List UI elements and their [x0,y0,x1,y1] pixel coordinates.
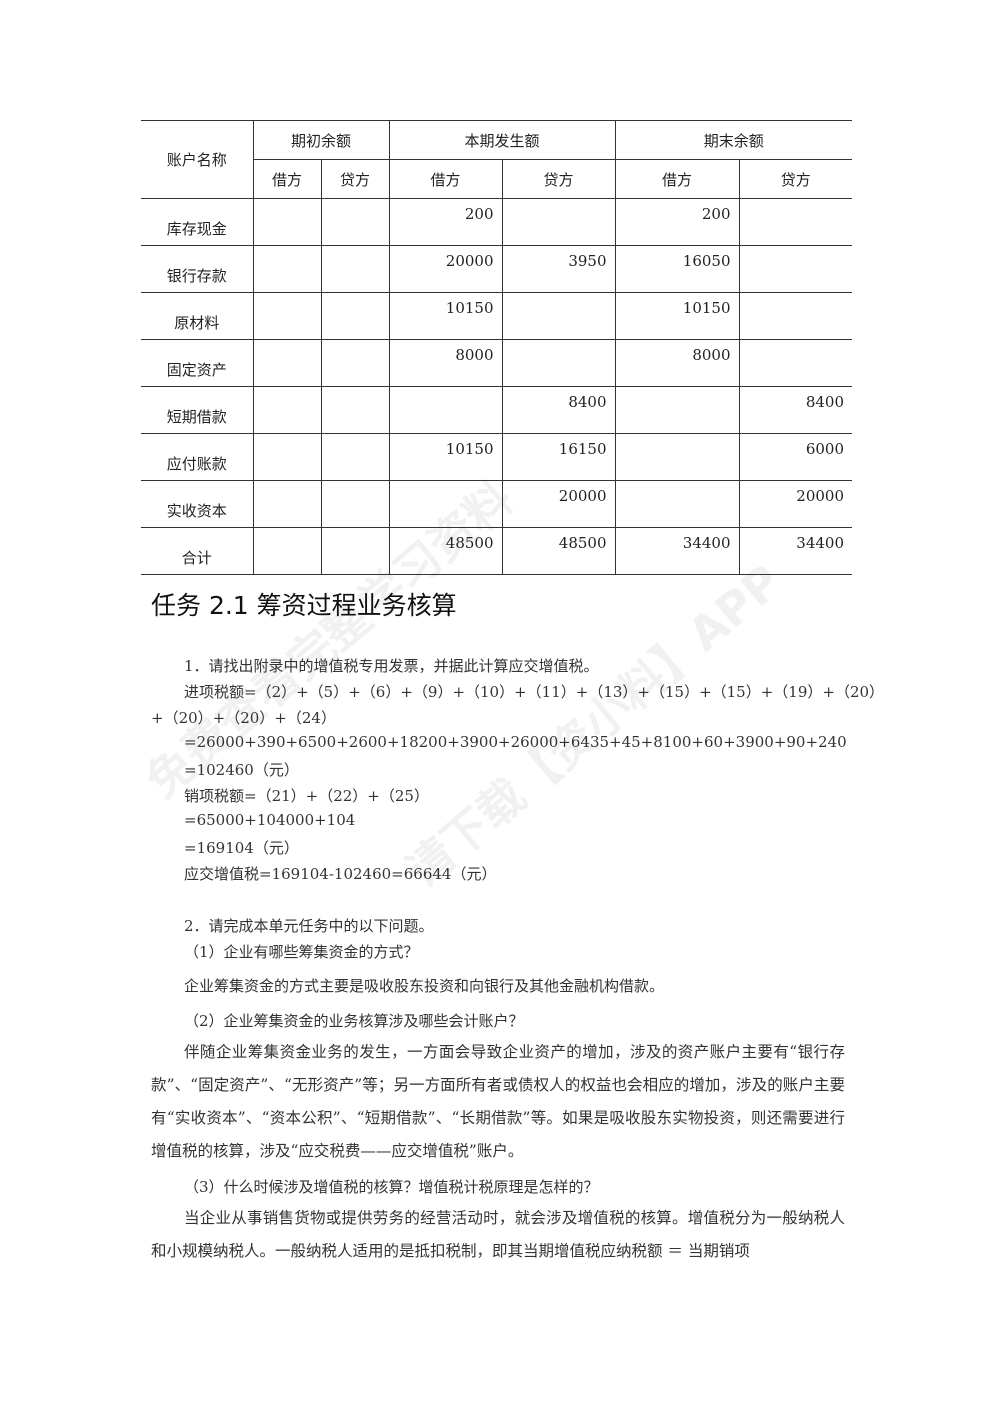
header-sub: 借方 [614,159,740,199]
q2-sub2: （2）企业筹集资金的业务核算涉及哪些会计账户？ [184,1012,524,1030]
q1-line: =102460（元） [184,761,299,779]
table-row: 原材料 10150 10150 [141,292,852,340]
account-name: 固定资产 [141,339,254,387]
amount-cell [501,198,616,246]
amount-cell: 8400 [501,386,616,434]
amount-cell: 20000 [738,480,852,528]
amount-cell [252,527,322,575]
table-row: 银行存款 20000 3950 16050 [141,245,852,293]
q1-line: 进项税额=（2）+（5）+（6）+（9）+（10）+（11）+（13）+（15）… [184,683,885,701]
amount-cell: 6000 [738,433,852,481]
amount-cell: 10150 [614,292,740,340]
header-sub: 贷方 [738,159,852,199]
header-group: 期末余额 [614,120,852,160]
amount-cell [252,433,322,481]
account-name: 应付账款 [141,433,254,481]
account-name: 银行存款 [141,245,254,293]
header-group: 本期发生额 [388,120,616,160]
amount-cell [501,292,616,340]
amount-cell: 34400 [738,527,852,575]
account-name: 原材料 [141,292,254,340]
q2-sub1: （1）企业有哪些筹集资金的方式？ [184,943,419,961]
section-title: 任务 2.1 筹资过程业务核算 [151,591,457,620]
amount-cell [320,527,390,575]
q1-line: 销项税额=（21）+（22）+（25） [184,787,429,805]
table-row: 应付账款 10150 16150 6000 [141,433,852,481]
header-sub: 贷方 [320,159,390,199]
amount-cell: 200 [388,198,503,246]
amount-cell: 16150 [501,433,616,481]
amount-cell: 10150 [388,292,503,340]
amount-cell [614,433,740,481]
amount-cell [614,386,740,434]
amount-cell [320,386,390,434]
amount-cell: 10150 [388,433,503,481]
amount-cell: 3950 [501,245,616,293]
q1-line: =65000+104000+104 [184,811,356,829]
amount-cell [252,292,322,340]
amount-cell [614,480,740,528]
amount-cell [738,198,852,246]
amount-cell [252,386,322,434]
table-row: 固定资产 8000 8000 [141,339,852,387]
amount-cell [388,386,503,434]
amount-cell: 200 [614,198,740,246]
account-name: 合计 [141,527,254,575]
amount-cell: 20000 [388,245,503,293]
table-row: 库存现金 200 200 [141,198,852,246]
q2-heading: 2．请完成本单元任务中的以下问题。 [184,917,434,935]
q2-ans1: 企业筹集资金的方式主要是吸收股东投资和向银行及其他金融机构借款。 [184,977,665,995]
amount-cell [320,339,390,387]
q1-line: =26000+390+6500+2600+18200+3900+26000+64… [184,733,847,751]
amount-cell: 16050 [614,245,740,293]
q2-ans2: 伴随企业筹集资金业务的发生，一方面会导致企业资产的增加，涉及的资产账户主要有“银… [151,1043,845,1160]
header-sub: 借方 [253,159,322,199]
account-name: 短期借款 [141,386,254,434]
amount-cell [252,198,322,246]
table-row: 实收资本 20000 20000 [141,480,852,528]
amount-cell: 8000 [388,339,503,387]
amount-cell [252,245,322,293]
amount-cell: 48500 [501,527,616,575]
table-row: 短期借款 8400 8400 [141,386,852,434]
q1-line: 应交增值税=169104-102460=66644（元） [184,865,497,883]
header-sub: 借方 [388,159,503,199]
amount-cell: 48500 [388,527,503,575]
amount-cell: 8000 [614,339,740,387]
header-group: 期初余额 [252,120,390,160]
account-name: 实收资本 [141,480,254,528]
amount-cell [738,245,852,293]
q1-line: =169104（元） [184,839,299,857]
amount-cell [320,480,390,528]
q1-line: +（20）+（20）+（24） [151,709,336,727]
amount-cell [738,292,852,340]
header-sub: 贷方 [501,159,616,199]
q1-heading: 1．请找出附录中的增值税专用发票，并据此计算应交增值税。 [184,657,599,675]
amount-cell [388,480,503,528]
q2-sub3: （3）什么时候涉及增值税的核算？增值税计税原理是怎样的？ [184,1178,599,1196]
amount-cell: 20000 [501,480,616,528]
amount-cell [501,339,616,387]
q2-ans3: 当企业从事销售货物或提供劳务的经营活动时，就会涉及增值税的核算。增值税分为一般纳… [151,1209,845,1260]
amount-cell [252,339,322,387]
amount-cell: 8400 [738,386,852,434]
amount-cell [738,339,852,387]
table-row: 合计 48500 48500 34400 34400 [141,527,852,575]
amount-cell [320,292,390,340]
header-account: 账户名称 [141,120,254,199]
amount-cell: 34400 [614,527,740,575]
amount-cell [320,245,390,293]
account-name: 库存现金 [141,198,254,246]
balance-table: 账户名称 期初余额 本期发生额 期末余额 借方 贷方 借方 贷方 借方 贷方 库存现金 20… [141,120,852,575]
amount-cell [252,480,322,528]
amount-cell [320,433,390,481]
amount-cell [320,198,390,246]
